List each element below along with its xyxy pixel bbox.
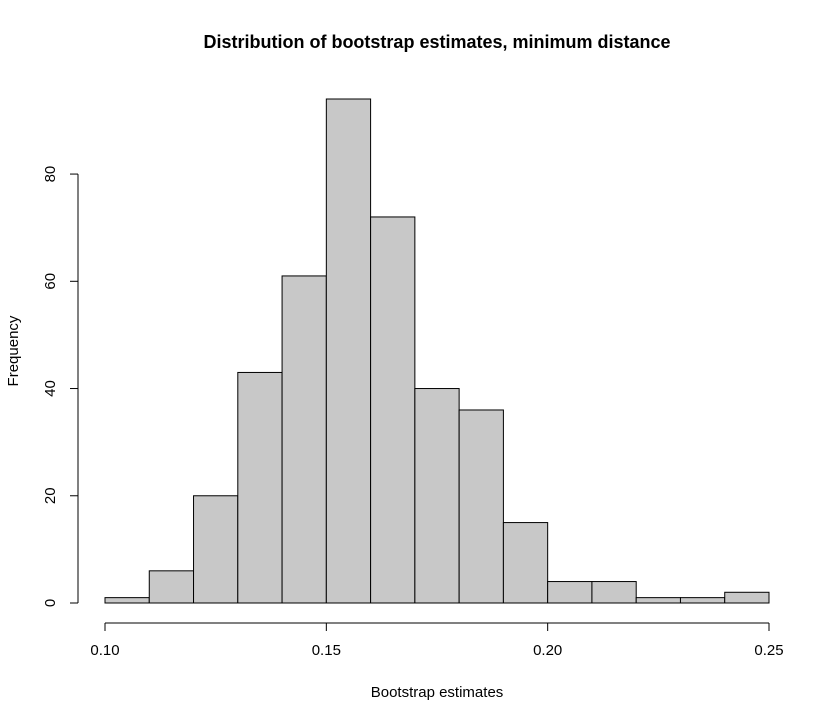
x-tick-label: 0.10	[90, 642, 119, 659]
y-tick-label: 0	[42, 599, 59, 607]
histogram-bar	[193, 495, 239, 604]
histogram-bar	[325, 98, 372, 604]
histogram-bar	[458, 409, 504, 604]
bars-group	[104, 98, 770, 604]
y-tick-label: 20	[42, 487, 59, 504]
y-tick-label: 60	[42, 273, 59, 290]
x-axis: 0.10 0.15 0.20 0.25	[90, 622, 784, 659]
x-tick-label: 0.20	[533, 642, 562, 659]
histogram-bar	[148, 570, 195, 604]
histogram-bar	[414, 388, 460, 604]
histogram-bar	[281, 275, 327, 604]
x-tick-label: 0.15	[312, 642, 341, 659]
histogram-bar	[635, 597, 681, 604]
histogram-bar	[679, 597, 726, 604]
y-axis: 0 20 40 60 80	[42, 166, 79, 607]
x-tick-label: 0.25	[754, 642, 783, 659]
histogram-bar	[724, 591, 770, 604]
x-axis-label: Bootstrap estimates	[371, 684, 504, 701]
histogram-bar	[104, 597, 150, 604]
histogram-bar	[502, 522, 549, 604]
histogram-bar	[237, 371, 283, 604]
y-tick-label: 40	[42, 380, 59, 397]
y-axis-label: Frequency	[5, 315, 22, 386]
histogram-bar	[370, 216, 416, 604]
chart-title: Distribution of bootstrap estimates, min…	[203, 32, 670, 52]
y-tick-label: 80	[42, 166, 59, 183]
histogram-bar	[547, 581, 593, 604]
histogram-bar	[591, 581, 637, 604]
